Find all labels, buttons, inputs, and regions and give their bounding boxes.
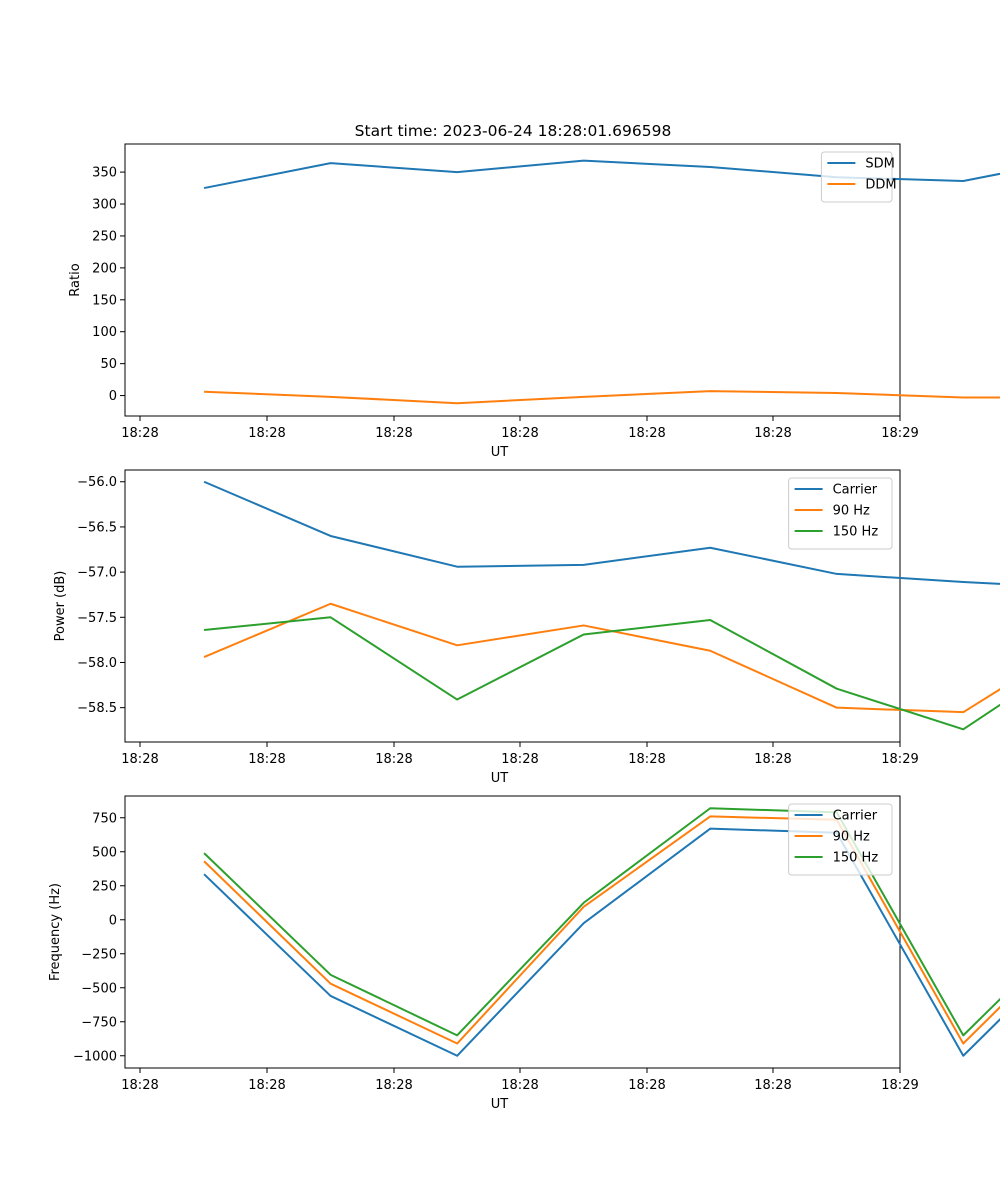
y-tick-label: −500: [81, 981, 117, 996]
y-tick-label: −56.5: [77, 520, 117, 535]
x-tick-label: 18:28: [248, 1078, 285, 1093]
series-line-carrier: [203, 827, 1000, 1057]
y-tick-label: 250: [92, 229, 117, 244]
y-tick-label: 500: [92, 845, 117, 860]
y-tick-label: 350: [92, 166, 117, 181]
x-tick-label: 18:29: [881, 752, 918, 767]
x-tick-label: 18:28: [248, 426, 285, 441]
x-tick-label: 18:29: [881, 426, 918, 441]
y-tick-label: 0: [109, 389, 117, 404]
x-tick-label: 18:28: [501, 426, 538, 441]
x-tick-label: 18:28: [754, 1078, 791, 1093]
y-tick-label: 150: [92, 293, 117, 308]
y-tick-label: −58.5: [77, 701, 117, 716]
legend-label: SDM: [865, 157, 894, 172]
x-tick-label: 18:28: [628, 752, 665, 767]
figure-title: Start time: 2023-06-24 18:28:01.696598: [355, 122, 672, 140]
x-tick-label: 18:28: [754, 752, 791, 767]
y-axis-label: Ratio: [68, 263, 83, 296]
y-tick-label: −56.0: [77, 475, 117, 490]
x-tick-label: 18:28: [121, 426, 158, 441]
panel-2: 18:28 18:28 18:28 18:28 18:28 18:28 18:29 −58.5…: [53, 469, 1000, 786]
y-tick-label: −750: [81, 1015, 117, 1030]
x-tick-label: 18:28: [375, 1078, 412, 1093]
series-line-150-hz: [203, 616, 1000, 731]
y-tick-label: 50: [100, 357, 117, 372]
x-tick-label: 18:28: [628, 426, 665, 441]
y-tick-label: −57.0: [77, 566, 117, 581]
series-line-ddm: [204, 390, 1000, 405]
x-axis-label: UT: [491, 445, 509, 460]
legend-label: 150 Hz: [833, 851, 879, 866]
panels: 18:28 18:28 18:28 18:28 18:28 18:28 18:29 0 50 10…: [48, 143, 1000, 1112]
panel-3: 18:28 18:28 18:28 18:28 18:28 18:28 18:29 −1000…: [48, 795, 1000, 1112]
x-tick-label: 18:28: [248, 752, 285, 767]
y-tick-label: −58.0: [77, 656, 117, 671]
x-tick-label: 18:28: [754, 426, 791, 441]
x-tick-label: 18:28: [375, 752, 412, 767]
legend-label: 150 Hz: [833, 525, 879, 540]
y-tick-label: 200: [92, 261, 117, 276]
y-tick-label: 0: [109, 913, 117, 928]
y-tick-label: 250: [92, 879, 117, 894]
series-line-90-hz: [203, 602, 1000, 714]
series-line-150-hz: [203, 807, 1000, 1037]
y-tick-label: 750: [92, 811, 117, 826]
x-tick-label: 18:28: [501, 1078, 538, 1093]
y-tick-label: −57.5: [77, 611, 117, 626]
x-tick-label: 18:28: [121, 752, 158, 767]
legend: Carrier 90 Hz 150 Hz: [788, 477, 893, 550]
series-line-90-hz: [203, 815, 1000, 1045]
y-tick-label: −250: [81, 947, 117, 962]
legend: Carrier 90 Hz 150 Hz: [788, 803, 893, 876]
axes-frame: [124, 143, 901, 417]
y-tick-label: −1000: [73, 1049, 117, 1064]
x-tick-label: 18:29: [881, 1078, 918, 1093]
x-tick-label: 18:28: [628, 1078, 665, 1093]
legend: SDM DDM: [820, 151, 897, 203]
x-axis-label: UT: [491, 1097, 509, 1112]
axes-frame: [124, 469, 901, 743]
series-line-sdm: [203, 159, 1000, 190]
y-axis-label: Power (dB): [53, 571, 68, 642]
x-tick-label: 18:28: [501, 752, 538, 767]
x-axis-label: UT: [491, 771, 509, 786]
legend-label: 90 Hz: [833, 504, 870, 519]
series-line-carrier: [203, 480, 1000, 585]
panel-1: 18:28 18:28 18:28 18:28 18:28 18:28 18:29 0 50 10…: [68, 143, 1000, 460]
legend-label: Carrier: [833, 483, 878, 498]
x-tick-label: 18:28: [375, 426, 412, 441]
legend-box: [820, 151, 893, 203]
y-tick-label: 100: [92, 325, 117, 340]
legend-label: 90 Hz: [833, 830, 870, 845]
legend-label: DDM: [865, 178, 896, 193]
x-tick-label: 18:28: [121, 1078, 158, 1093]
y-axis-label: Frequency (Hz): [48, 883, 63, 981]
y-tick-label: 300: [92, 198, 117, 213]
legend-label: Carrier: [833, 809, 878, 824]
